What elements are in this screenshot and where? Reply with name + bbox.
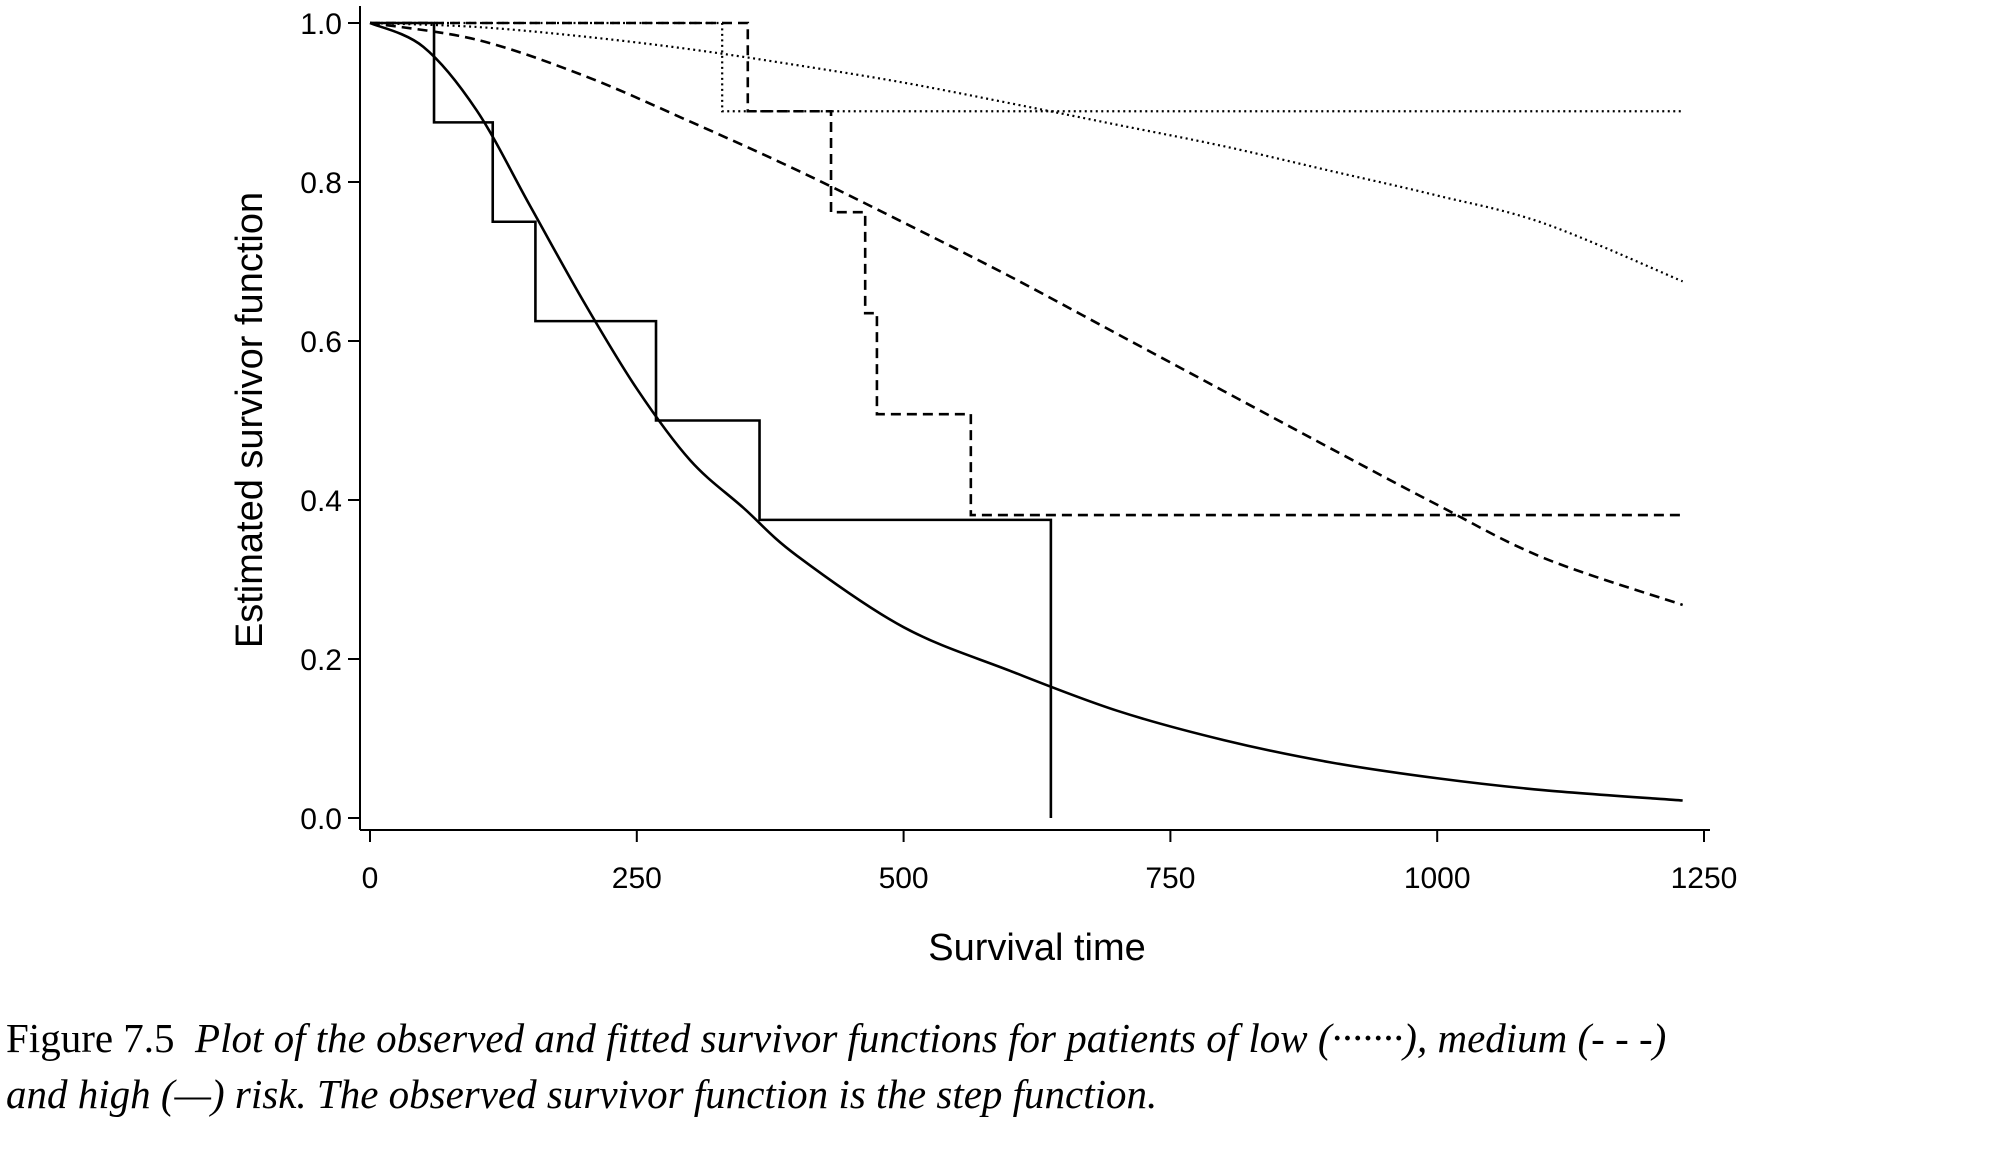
y-tick-label: 0.2 [300, 644, 342, 677]
y-tick-label: 0.8 [300, 167, 342, 200]
x-tick-label: 1000 [1404, 862, 1471, 895]
caption-text-1: Plot of the observed and fitted survivor… [195, 1015, 1667, 1061]
survivor-function-chart: 0 250 500 750 1000 1250 0.0 0.2 0.4 0.6 0.8 1.0 Sur… [229, 6, 1737, 969]
x-tick-label: 0 [362, 862, 379, 895]
x-tick-label: 1250 [1671, 862, 1738, 895]
x-tick-label: 250 [612, 862, 662, 895]
x-tick-label: 500 [879, 862, 929, 895]
axes: 0 250 500 750 1000 1250 0.0 0.2 0.4 0.6 0.8 1.0 [300, 6, 1737, 895]
x-tick-label: 750 [1145, 862, 1195, 895]
y-tick-label: 0.6 [300, 326, 342, 359]
figure-caption: Figure 7.5 Plot of the observed and fitt… [6, 1010, 2006, 1122]
caption-text-2: and high (—) risk. The observed survivor… [6, 1071, 1158, 1117]
y-tick-label: 1.0 [300, 8, 342, 41]
x-axis-title: Survival time [928, 927, 1146, 969]
figure-label: Figure 7.5 [6, 1015, 175, 1061]
plot-area [369, 21, 1684, 818]
series-dashed-observed-step [370, 21, 1683, 517]
y-axis-title: Estimated survivor function [229, 192, 271, 648]
series-solid-observed-step [370, 21, 1053, 818]
y-tick-label: 0.0 [300, 803, 342, 836]
series-dashed-fitted-curve [369, 21, 1684, 607]
series-solid-fitted-curve [369, 21, 1683, 802]
series-dotted-observed-step [370, 21, 1683, 113]
caption-line-2: and high (—) risk. The observed survivor… [6, 1066, 2006, 1122]
y-tick-label: 0.4 [300, 485, 342, 518]
series-dotted-fitted-curve [369, 21, 1684, 283]
caption-line-1: Figure 7.5 Plot of the observed and fitt… [6, 1010, 2006, 1066]
